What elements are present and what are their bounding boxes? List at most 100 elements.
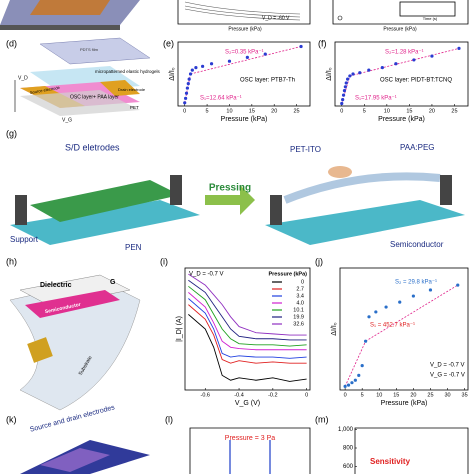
data-point [353,378,357,382]
x-tick-label: 25 [427,392,433,398]
x-tick-label: 15 [249,108,255,114]
legend-label: 10.1 [293,307,304,313]
legend-label: 0 [301,279,304,285]
annotation: S₁=12.64 kPa⁻¹ [200,96,242,102]
panel-label: (g) [6,128,17,138]
data-point [428,288,433,292]
y-tick-label: 600 [343,464,354,470]
label: PEN [125,243,142,252]
y-axis-label: ΔI/I₀ [169,67,176,81]
series-line [188,285,307,347]
x-tick-label: -0.4 [234,392,243,398]
x-tick-label: 5 [363,108,366,114]
data-point [412,58,416,62]
label: PET-ITO [290,145,321,154]
data-point [341,93,346,97]
x-tick-label: 0 [183,108,186,114]
label: OSC layer+ PAA layer [70,94,119,100]
y-tick-label: 1,000 [338,427,354,433]
note: V_D = -0.7 V [189,272,224,278]
data-point [245,55,249,59]
data-point [394,62,398,66]
data-point [360,364,364,368]
label: Source and drain electrodes [29,404,116,434]
panel-d-illustration [14,37,151,116]
x-tick-label: 25 [451,108,457,114]
data-point [374,310,378,314]
data-point [358,71,362,75]
series-line [188,273,307,336]
x-tick-label: 15 [393,392,399,398]
data-point [185,86,189,90]
x-tick-label: 10 [226,108,232,114]
label: V_D = -60 V [262,15,290,21]
label: PDTS film [80,47,99,52]
label: Pressure (kPa) [383,26,417,32]
label: Drain electrode [118,87,146,92]
x-tick-label: 10 [384,108,390,114]
label: Pressing [209,183,251,194]
fit-line [344,341,366,387]
series-line [188,304,307,364]
legend-label: 3.4 [296,293,304,299]
data-point [187,77,191,81]
data-point [346,383,351,387]
panel-label: (j) [315,256,323,266]
data-point [190,68,194,72]
data-point [186,82,190,86]
x-axis-label: V_G (V) [235,400,260,407]
x-tick-label: 10 [376,392,382,398]
x-tick-label: 0 [344,392,347,398]
label: Sensitivity [370,457,411,466]
plot-frame [184,267,311,391]
x-tick-label: 15 [406,108,412,114]
data-point [263,52,267,56]
data-point [184,91,189,95]
annotation: S₁=17.95 kPa⁻¹ [355,96,397,102]
data-point [342,89,347,93]
annotation: S₂=1.28 kPa⁻¹ [385,50,424,56]
data-point [357,373,361,377]
data-point [456,283,460,287]
y-tick-label: 800 [343,446,354,452]
data-point [367,315,371,319]
data-point [183,101,187,105]
series-line [188,279,307,341]
x-axis-label: Pressure (kPa) [378,116,425,123]
annotation: S₂ = 29.8 kPa⁻¹ [395,280,437,286]
x-tick-label: 25 [294,108,300,114]
label: Pressure (kPa) [228,26,262,32]
annotation: V_D = -0.7 V [430,363,465,369]
x-tick-label: 0 [340,108,343,114]
data-point [340,101,344,106]
fit-line [190,46,302,75]
panel-c-frame [332,0,469,25]
data-point [384,305,388,309]
x-tick-label: 20 [271,108,277,114]
data-point [184,96,188,100]
x-tick-label: 0 [305,392,308,398]
x-axis-label: Pressure (kPa) [221,116,268,123]
series-line [188,314,307,382]
panel-b-frame [177,0,311,25]
panel-label: (f) [318,38,327,48]
data-point [457,46,461,51]
data-point [209,62,214,66]
panel-label: (m) [315,414,329,424]
label: Support [10,235,39,244]
label: Pressure = 3 Pa [225,435,275,442]
plot-frame [177,41,311,107]
data-point [194,66,198,70]
panel-l-frame [189,427,311,474]
label: PET [130,105,139,110]
data-point [411,294,415,298]
panel-h-illustration [9,274,141,411]
panel-a-illustration [0,0,140,30]
panel-label: (e) [163,38,174,48]
data-point [343,384,347,388]
data-point [343,85,347,89]
fit-line [365,284,458,342]
data-point [201,64,205,68]
plot-frame [339,267,469,391]
